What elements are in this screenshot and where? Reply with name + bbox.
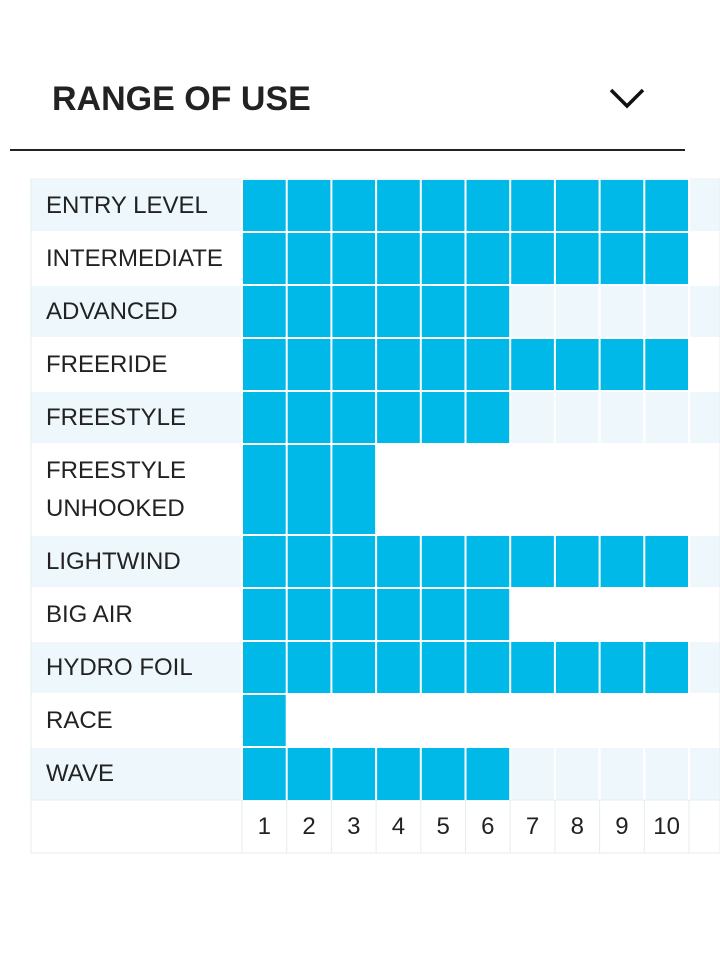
- x-tick-label: 10: [653, 813, 680, 840]
- row-label: WAVE: [46, 759, 115, 787]
- row-label-box: BIG AIR: [46, 600, 133, 628]
- x-tick-label: 7: [526, 813, 539, 840]
- x-tick-label: 8: [571, 813, 584, 840]
- row-label-box: FREERIDE: [46, 350, 168, 378]
- row-label-box: WAVE: [46, 759, 115, 787]
- labels: ENTRY LEVEL INTERMEDIATE ADVANCED FREERIDE F…: [46, 191, 680, 840]
- x-tick-label: 5: [436, 813, 449, 840]
- row-label-box: LIGHTWIND: [46, 547, 181, 575]
- row-label: RACE: [46, 706, 113, 734]
- row-label: FREESTYLE UNHOOKED: [46, 456, 187, 522]
- grid: [30, 178, 720, 854]
- expand-chevron[interactable]: [609, 88, 645, 109]
- row-label: HYDRO FOIL: [46, 653, 193, 681]
- bar: [242, 444, 377, 535]
- row-label: BIG AIR: [46, 600, 133, 628]
- row-label-box: INTERMEDIATE: [46, 244, 223, 272]
- row-label-box: ADVANCED: [46, 297, 178, 325]
- row-label: INTERMEDIATE: [46, 244, 223, 272]
- row-label: FREERIDE: [46, 350, 168, 378]
- axis-row-background: [31, 800, 720, 853]
- bar: [242, 694, 287, 747]
- row-label-box: FREESTYLE UNHOOKED: [46, 456, 187, 522]
- x-tick-label: 1: [258, 813, 271, 840]
- x-tick-label: 9: [615, 813, 628, 840]
- x-tick-label: 6: [481, 813, 494, 840]
- row-label: ADVANCED: [46, 297, 178, 325]
- row-label-box: HYDRO FOIL: [46, 653, 193, 681]
- x-tick-label: 3: [347, 813, 360, 840]
- x-tick-label: 2: [302, 813, 315, 840]
- x-tick-label: 4: [392, 813, 405, 840]
- row-label-box: RACE: [46, 706, 113, 734]
- row-label-box: FREESTYLE: [46, 403, 187, 431]
- section-title: RANGE OF USE: [52, 80, 311, 118]
- row-label: LIGHTWIND: [46, 547, 181, 575]
- row-label: ENTRY LEVEL: [46, 191, 208, 219]
- row-label: FREESTYLE: [46, 403, 187, 431]
- row-label-box: ENTRY LEVEL: [46, 191, 208, 219]
